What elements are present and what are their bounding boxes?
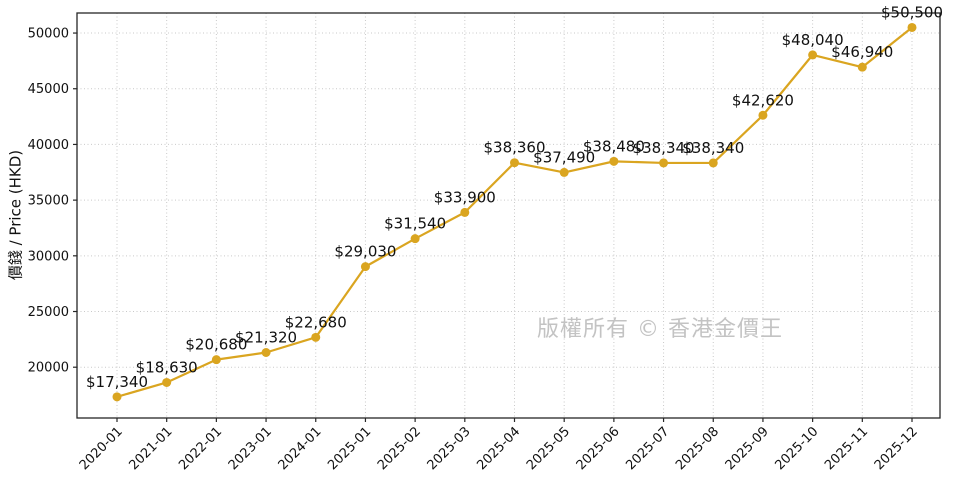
data-point-label: $38,340: [682, 139, 744, 157]
x-tick-label: 2025-06: [574, 424, 623, 473]
y-tick-label: 30000: [28, 249, 69, 264]
data-point-marker: [261, 348, 271, 358]
x-tick-label: 2025-05: [524, 424, 573, 473]
data-point-marker: [559, 167, 569, 177]
copyright-watermark: 版權所有 © 香港金價王: [537, 317, 783, 342]
y-axis-label: 價錢 / Price (HKD): [6, 149, 25, 281]
y-tick-label: 45000: [28, 82, 69, 97]
data-point-marker: [162, 377, 172, 387]
x-tick-label: 2025-04: [474, 424, 523, 473]
data-point-label: $37,490: [533, 148, 595, 166]
data-point-marker: [460, 207, 470, 217]
data-point-label: $21,320: [235, 329, 297, 347]
x-tick-label: 2025-12: [872, 424, 921, 473]
x-tick-label: 2025-07: [623, 424, 672, 473]
y-tick-label: 25000: [28, 305, 69, 320]
x-tick-label: 2025-03: [425, 424, 474, 473]
data-point-marker: [311, 332, 321, 342]
data-point-label: $38,340: [633, 139, 695, 157]
y-tick-label: 40000: [28, 138, 69, 153]
data-point-label: $18,630: [136, 358, 198, 376]
data-point-label: $38,480: [583, 137, 645, 155]
data-point-marker: [410, 234, 420, 244]
data-point-label: $42,620: [732, 91, 794, 109]
data-point-label: $46,940: [831, 43, 893, 61]
data-point-marker: [808, 50, 818, 60]
data-point-label: $17,340: [86, 373, 148, 391]
data-point-label: $50,500: [881, 3, 943, 21]
x-tick-label: 2025-11: [822, 424, 871, 473]
data-point-marker: [112, 392, 122, 402]
y-tick-label: 50000: [28, 27, 69, 42]
x-tick-label: 2021-01: [126, 424, 175, 473]
data-point-marker: [857, 62, 867, 72]
x-tick-label: 2022-01: [176, 424, 225, 473]
data-point-marker: [510, 158, 519, 168]
x-tick-label: 2025-10: [772, 424, 821, 473]
data-point-label: $22,680: [285, 313, 347, 331]
data-point-label: $31,540: [384, 215, 446, 233]
x-tick-label: 2025-02: [375, 424, 424, 473]
x-tick-label: 2020-01: [77, 424, 126, 473]
data-point-label: $48,040: [782, 31, 844, 49]
data-point-marker: [907, 22, 917, 32]
y-tick-label: 35000: [28, 194, 69, 209]
y-tick-label: 20000: [28, 361, 69, 376]
x-tick-label: 2023-01: [226, 424, 275, 473]
data-point-label: $33,900: [434, 188, 496, 206]
data-point-label: $29,030: [334, 243, 396, 261]
x-tick-label: 2024-01: [276, 424, 325, 473]
x-tick-label: 2025-01: [325, 424, 374, 473]
plot-border: [76, 12, 941, 419]
x-tick-label: 2025-08: [673, 424, 722, 473]
data-point-marker: [360, 262, 370, 272]
data-point-label: $20,680: [185, 336, 247, 354]
data-point-label: $38,360: [483, 139, 545, 157]
data-point-marker: [659, 158, 669, 168]
x-tick-label: 2025-09: [723, 424, 772, 473]
data-point-marker: [758, 110, 768, 120]
data-point-marker: [708, 158, 718, 168]
data-point-marker: [211, 355, 221, 365]
data-point-marker: [609, 156, 619, 166]
